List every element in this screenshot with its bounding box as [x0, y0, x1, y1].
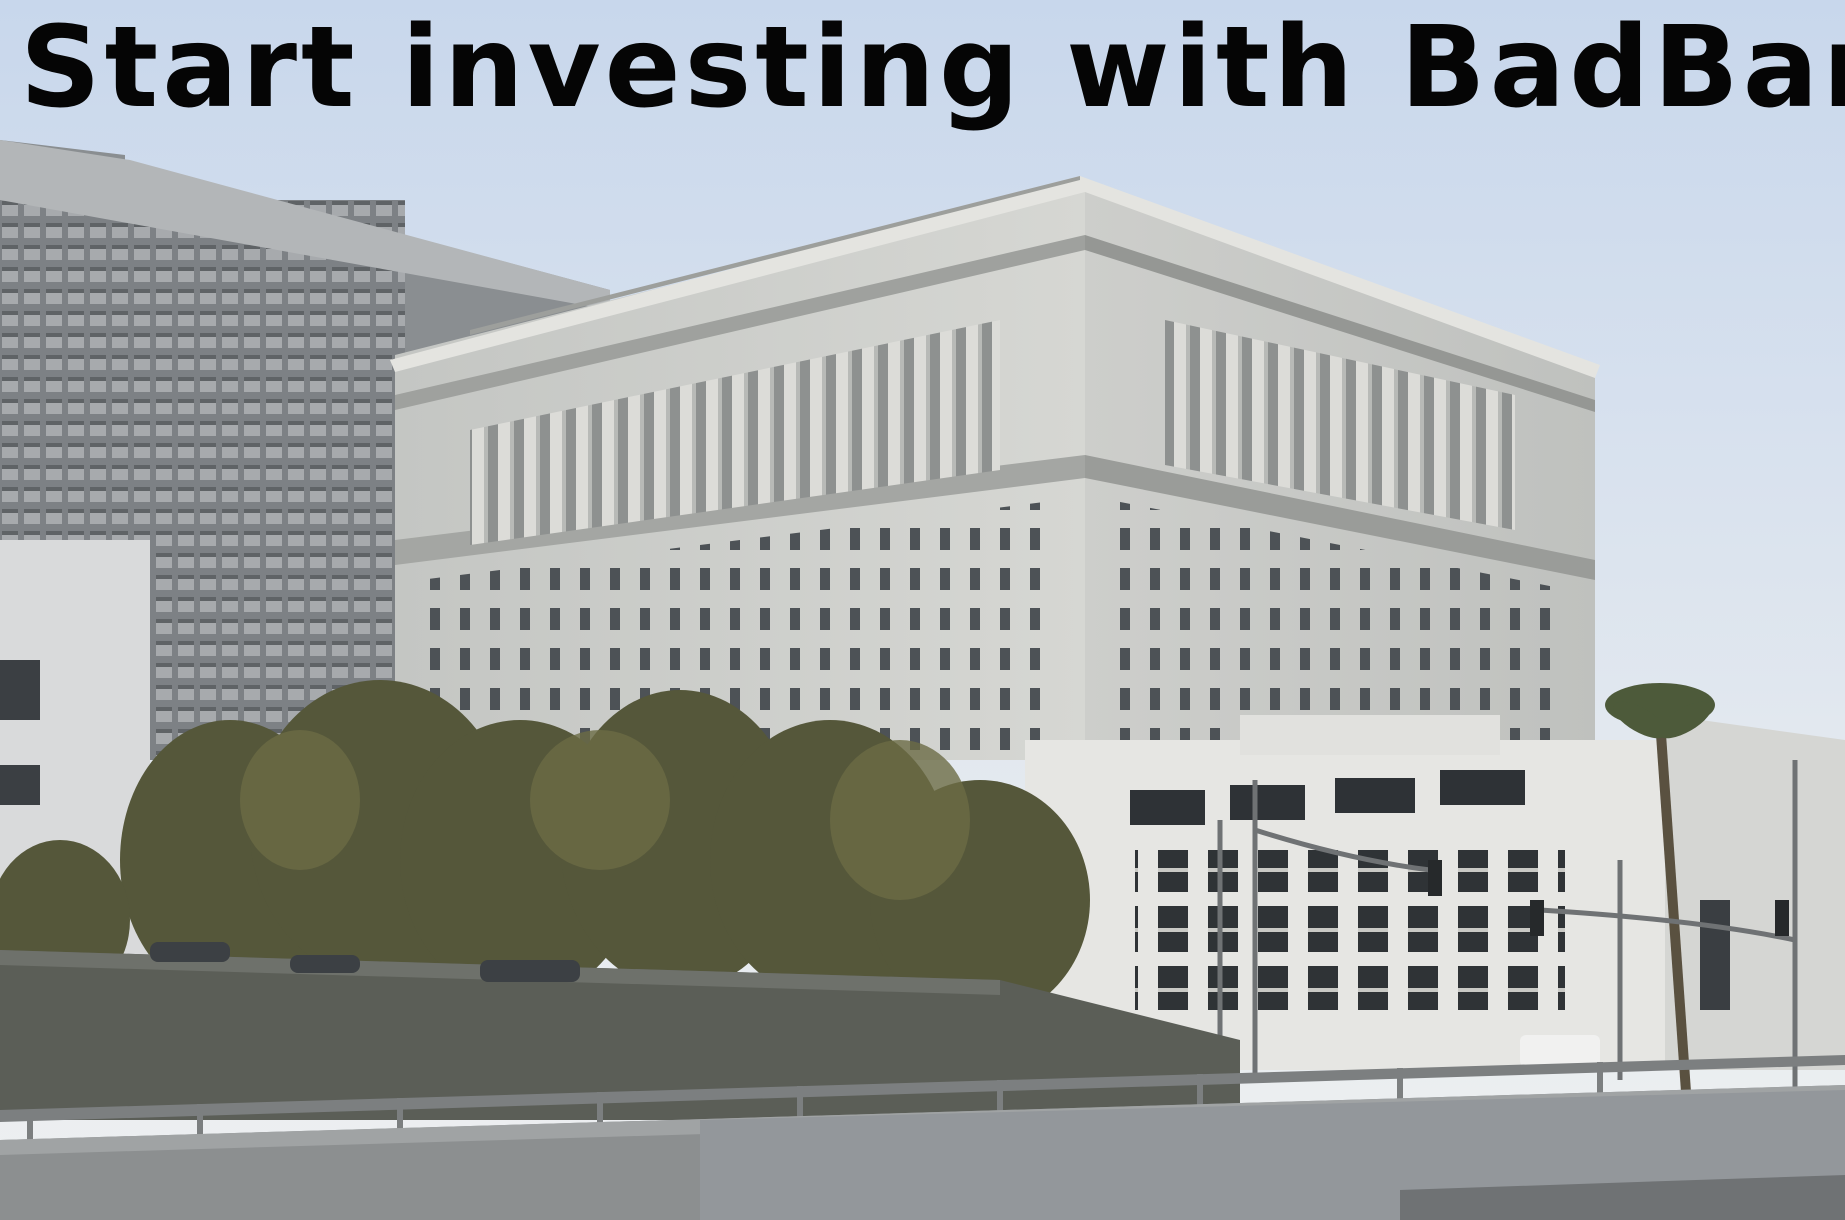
headline: Start investing with BadBank [20, 3, 1845, 133]
